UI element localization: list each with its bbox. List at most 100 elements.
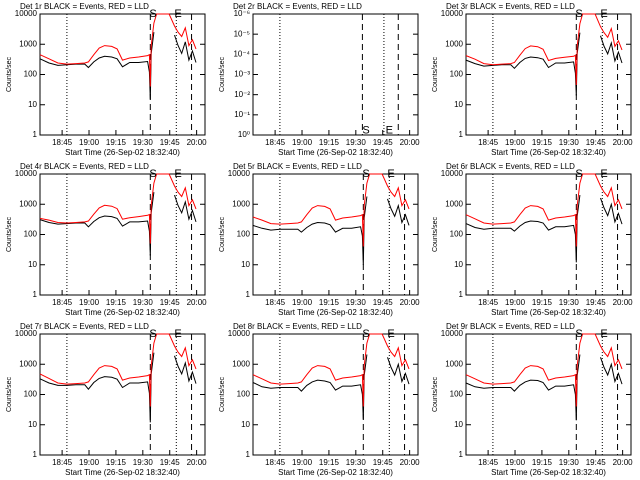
series-line xyxy=(465,13,623,86)
plot-frame xyxy=(252,173,419,296)
chart-title: Det 1r BLACK = Events, RED = LLD xyxy=(20,2,149,11)
y-axis-title: Counts/sec xyxy=(6,56,13,92)
y-tick-label: 10⁻⁵ xyxy=(234,29,250,38)
y-tick-label: 100 xyxy=(450,70,464,79)
annotation: S xyxy=(575,8,582,20)
y-axis-title: Counts/sec xyxy=(432,376,439,412)
annotation: S xyxy=(575,328,582,340)
y-tick-label: 1 xyxy=(246,450,251,459)
y-tick-label: 1 xyxy=(246,290,251,299)
y-tick-label: 10 xyxy=(454,100,463,109)
x-tick-label: 20:00 xyxy=(400,298,421,307)
y-tick-label: 1 xyxy=(459,450,464,459)
annotation: E xyxy=(387,328,394,340)
x-tick-label: 20:00 xyxy=(187,458,208,467)
y-tick-label: 10 xyxy=(241,420,250,429)
y-tick-label: 10000 xyxy=(228,169,251,178)
y-tick-label: 10⁻⁶ xyxy=(234,9,250,18)
x-tick-label: 18:45 xyxy=(265,458,286,467)
series-line xyxy=(252,173,410,247)
x-tick-label: 19:45 xyxy=(373,138,394,147)
y-tick-label: 100 xyxy=(24,230,38,239)
y-axis-title: Counts/sec xyxy=(432,56,439,92)
y-tick-label: 100 xyxy=(450,390,464,399)
x-tick-label: 19:30 xyxy=(133,138,154,147)
y-tick-label: 1000 xyxy=(19,199,37,208)
series-line xyxy=(252,354,410,420)
y-tick-label: 100 xyxy=(237,390,251,399)
y-tick-label: 100 xyxy=(450,230,464,239)
y-tick-label: 10000 xyxy=(228,329,251,338)
x-tick-label: 20:00 xyxy=(400,138,421,147)
y-axis-title: Counts/sec xyxy=(219,56,226,92)
x-tick-label: 19:15 xyxy=(319,298,340,307)
x-tick-label: 19:45 xyxy=(586,298,607,307)
x-tick-label: 19:45 xyxy=(586,458,607,467)
y-tick-label: 10000 xyxy=(441,329,464,338)
x-tick-label: 19:15 xyxy=(106,298,127,307)
plot-frame xyxy=(465,333,632,456)
annotation: S xyxy=(362,328,369,340)
series-line xyxy=(39,13,197,87)
y-tick-label: 1 xyxy=(459,130,464,139)
annotation: S xyxy=(575,168,582,180)
chart-title: Det 4r BLACK = Events, RED = LLD xyxy=(20,162,149,171)
y-tick-label: 100 xyxy=(24,390,38,399)
series-line xyxy=(39,352,197,423)
annotation: S xyxy=(149,328,156,340)
x-tick-label: 18:45 xyxy=(478,458,499,467)
chart-title: Det 7r BLACK = Events, RED = LLD xyxy=(20,322,149,331)
series-line xyxy=(465,333,623,407)
series-line xyxy=(465,173,623,247)
series-line xyxy=(465,32,623,96)
y-axis-title: Counts/sec xyxy=(432,216,439,252)
x-tick-label: 19:00 xyxy=(292,458,313,467)
x-tick-label: 18:45 xyxy=(265,298,286,307)
y-tick-label: 1000 xyxy=(445,199,463,208)
x-tick-label: 19:15 xyxy=(106,138,127,147)
plot-frame xyxy=(39,13,206,136)
y-tick-label: 100 xyxy=(237,230,251,239)
x-tick-label: 19:00 xyxy=(292,138,313,147)
x-tick-label: 19:00 xyxy=(505,138,526,147)
x-axis-title: Start Time (26-Sep-02 18:32:40) xyxy=(491,468,606,477)
y-tick-label: 10⁻¹ xyxy=(234,110,250,119)
x-tick-label: 19:00 xyxy=(79,138,100,147)
x-axis-title: Start Time (26-Sep-02 18:32:40) xyxy=(491,148,606,157)
y-tick-label: 10 xyxy=(28,260,37,269)
x-tick-label: 19:15 xyxy=(319,458,340,467)
x-tick-label: 19:15 xyxy=(532,458,553,467)
plot-frame xyxy=(465,173,632,296)
x-tick-label: 18:45 xyxy=(52,458,73,467)
x-axis-title: Start Time (26-Sep-02 18:32:40) xyxy=(278,468,393,477)
x-tick-label: 19:45 xyxy=(160,138,181,147)
y-tick-label: 1 xyxy=(33,130,38,139)
y-tick-label: 100 xyxy=(24,70,38,79)
y-tick-label: 10000 xyxy=(441,169,464,178)
y-tick-label: 10 xyxy=(454,260,463,269)
x-tick-label: 20:00 xyxy=(400,458,421,467)
y-tick-label: 1000 xyxy=(445,39,463,48)
series-line xyxy=(465,195,623,263)
x-tick-label: 19:30 xyxy=(559,298,580,307)
annotation: E xyxy=(600,8,607,20)
x-tick-label: 19:00 xyxy=(505,298,526,307)
series-line xyxy=(465,354,623,421)
x-tick-label: 19:45 xyxy=(373,298,394,307)
y-axis-title: Counts/sec xyxy=(219,216,226,252)
y-tick-label: 10⁻² xyxy=(234,90,250,99)
y-tick-label: 10000 xyxy=(15,9,38,18)
chart-title: Det 2r BLACK = Events, RED = LLD xyxy=(233,2,362,11)
x-tick-label: 18:45 xyxy=(478,138,499,147)
y-tick-label: 1000 xyxy=(445,359,463,368)
y-tick-label: 10000 xyxy=(441,9,464,18)
plot-frame xyxy=(252,333,419,456)
series-line xyxy=(252,333,410,407)
chart-title: Det 9r BLACK = Events, RED = LLD xyxy=(446,322,575,331)
plot-frame xyxy=(465,13,632,136)
annotation: S xyxy=(149,8,156,20)
plot-frame xyxy=(39,173,206,296)
annotation: E xyxy=(174,168,181,180)
series-line xyxy=(39,192,197,256)
y-tick-label: 10⁰ xyxy=(238,130,250,139)
